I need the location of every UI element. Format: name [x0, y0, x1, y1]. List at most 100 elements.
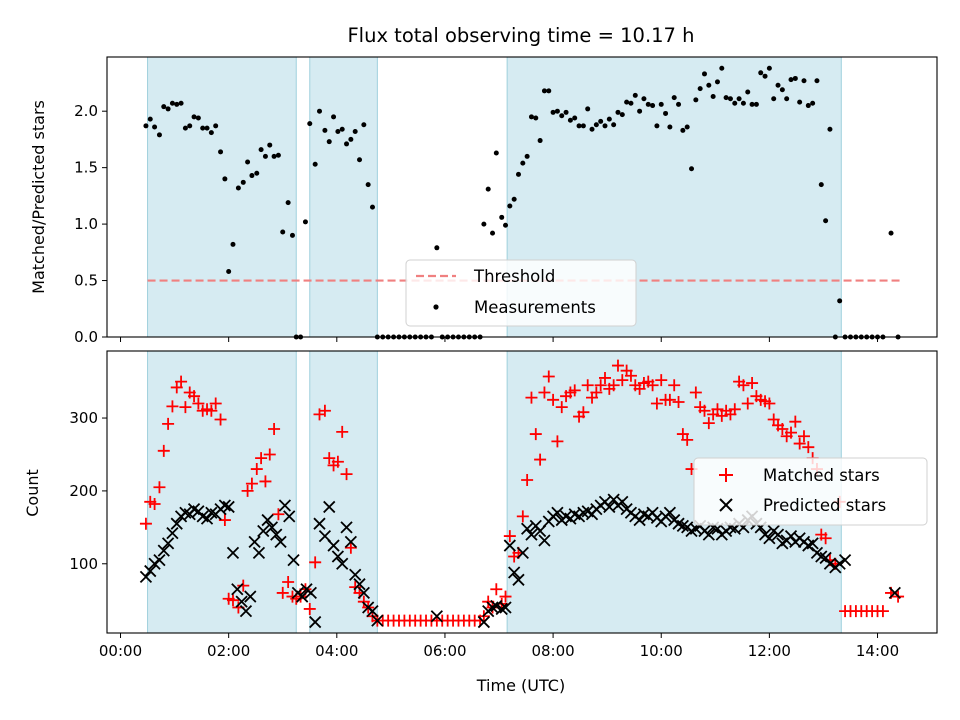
- bottom-y-axis-label: Count: [23, 469, 42, 517]
- measurement-point: [611, 122, 617, 128]
- measurement-point: [615, 109, 621, 115]
- measurement-point: [312, 161, 318, 167]
- x-tick-label: 14:00: [856, 642, 899, 660]
- matched-star-point: [577, 406, 590, 419]
- matched-star-point: [776, 422, 789, 435]
- matched-star-point: [214, 413, 227, 426]
- legend-threshold-label: Threshold: [473, 267, 555, 286]
- measurement-point: [317, 108, 323, 114]
- predicted-star-point: [833, 557, 846, 570]
- top-y-axis-label: Matched/Predicted stars: [29, 100, 48, 294]
- measurement-point: [191, 114, 197, 120]
- matched-stars-points: [139, 359, 905, 627]
- measurement-point: [745, 89, 751, 95]
- measurement-point: [766, 65, 772, 71]
- measurement-point: [671, 95, 677, 101]
- predicted-star-point: [157, 544, 170, 557]
- matched-star-point: [650, 397, 663, 410]
- measurement-point: [697, 86, 703, 92]
- predicted-star-point: [763, 532, 776, 545]
- matched-star-point: [581, 379, 594, 392]
- bottom-legend: Matched stars Predicted stars: [693, 457, 928, 526]
- measurement-point: [178, 100, 184, 106]
- measurement-point: [200, 125, 206, 131]
- measurement-point: [218, 149, 224, 155]
- measurement-point: [222, 176, 228, 182]
- measurement-point: [493, 150, 499, 156]
- predicted-star-point: [349, 568, 362, 581]
- bottom-legend-frame: [693, 457, 928, 526]
- x-tick-label: 00:00: [99, 642, 142, 660]
- matched-star-point: [698, 404, 711, 417]
- measurement-point: [507, 203, 513, 209]
- legend-predicted-swatch: [719, 498, 733, 512]
- measurement-point: [280, 229, 286, 235]
- predicted-star-point: [239, 605, 253, 618]
- matched-star-point: [521, 473, 534, 486]
- predicted-star-point: [771, 528, 785, 541]
- predicted-star-point: [516, 546, 529, 559]
- measurement-point: [302, 219, 308, 225]
- measurement-point: [365, 182, 371, 188]
- measurement-point: [753, 101, 759, 107]
- measurement-point: [533, 115, 539, 121]
- measurement-point: [645, 101, 651, 107]
- measurement-point: [771, 96, 777, 102]
- predicted-star-point: [257, 524, 270, 538]
- predicted-star-point: [265, 521, 279, 534]
- measurement-point: [732, 100, 738, 106]
- measurement-point: [580, 123, 586, 129]
- matched-star-point: [276, 586, 289, 599]
- x-tick-label: 06:00: [423, 642, 466, 660]
- measurement-point: [663, 110, 669, 116]
- predicted-star-point: [819, 551, 832, 565]
- predicted-star-point: [200, 512, 214, 525]
- measurement-point: [262, 153, 268, 159]
- measurement-point: [762, 73, 768, 79]
- matched-star-point: [728, 403, 741, 416]
- matched-star-point: [157, 444, 170, 457]
- measurement-point: [187, 123, 193, 129]
- predicted-star-point: [357, 586, 370, 600]
- predicted-star-point: [525, 528, 538, 541]
- predicted-star-point: [248, 535, 261, 549]
- matched-star-point: [503, 530, 516, 543]
- measurement-point: [637, 108, 643, 114]
- predicted-star-point: [161, 537, 175, 550]
- x-tick-label: 10:00: [640, 642, 683, 660]
- measurement-point: [641, 96, 647, 102]
- measurement-point: [307, 121, 313, 127]
- measurement-point: [563, 109, 569, 115]
- matched-star-point: [255, 452, 268, 465]
- matched-star-point: [590, 386, 603, 399]
- matched-star-point: [139, 517, 152, 530]
- matched-star-point: [166, 400, 179, 413]
- measurement-point: [801, 78, 807, 84]
- predicted-star-point: [252, 546, 266, 559]
- matched-star-point: [263, 448, 276, 461]
- y-tick-label: 1.0: [74, 215, 98, 233]
- y-tick-label: 300: [69, 409, 98, 427]
- measurement-point: [710, 94, 716, 100]
- matched-star-point: [282, 575, 295, 588]
- measurement-points: [143, 65, 901, 340]
- measurement-point: [481, 221, 487, 227]
- measurement-point: [693, 97, 699, 103]
- ratio-panel: 0.00.51.01.52.0 Matched/Predicted stars …: [29, 56, 938, 346]
- measurement-point: [147, 116, 153, 122]
- measurement-point: [740, 100, 746, 106]
- predicted-star-point: [663, 506, 677, 519]
- predicted-star-point: [371, 614, 384, 627]
- matched-star-point: [148, 498, 161, 511]
- matched-star-point: [259, 475, 272, 488]
- predicted-star-point: [323, 500, 336, 514]
- measurement-point: [572, 115, 578, 121]
- measurement-point: [361, 122, 367, 128]
- matched-star-point: [538, 386, 551, 399]
- measurement-point: [602, 123, 608, 129]
- measurement-point: [289, 232, 295, 238]
- predicted-star-point: [153, 553, 166, 567]
- measurement-point: [792, 75, 798, 81]
- y-tick-label: 100: [69, 555, 98, 573]
- predicted-star-point: [139, 570, 153, 584]
